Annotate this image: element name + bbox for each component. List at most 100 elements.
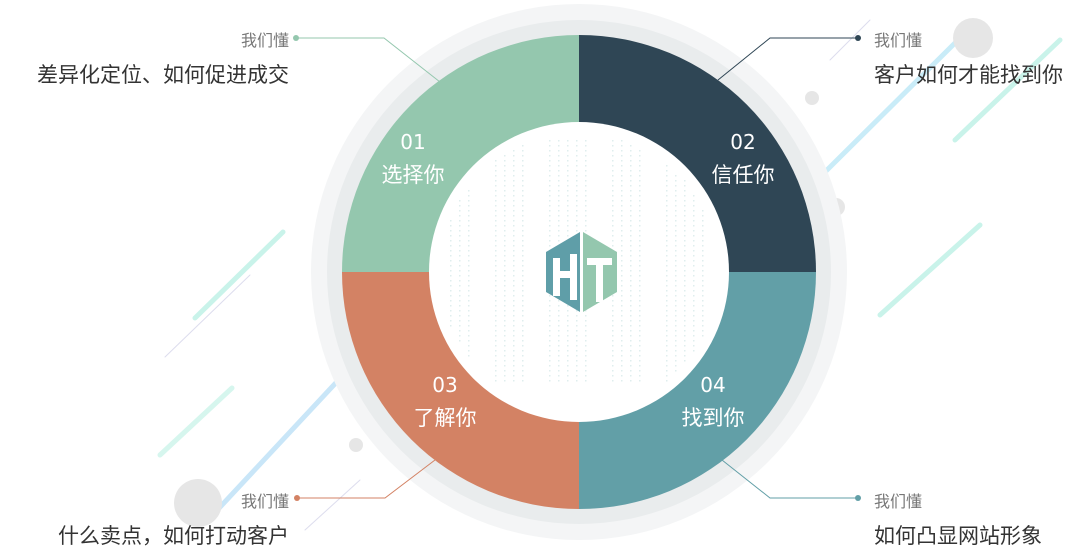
pattern-dot [495,185,497,187]
pattern-dot [504,370,506,372]
pattern-dot [621,210,623,212]
pattern-dot [621,270,623,272]
pattern-dot [558,160,560,162]
pattern-dot [522,305,524,307]
pattern-dot [702,275,704,277]
pattern-dot [522,195,524,197]
pattern-dot [522,310,524,312]
pattern-dot [684,265,686,267]
pattern-dot [675,340,677,342]
pattern-dot [522,205,524,207]
pattern-dot [513,335,515,337]
pattern-dot [666,260,668,262]
pattern-dot [495,340,497,342]
pattern-dot [675,180,677,182]
leader-line-01 [296,37,441,83]
pattern-dot [666,275,668,277]
pattern-dot [468,265,470,267]
pattern-dot [522,225,524,227]
pattern-dot [639,335,641,337]
pattern-dot [684,260,686,262]
pattern-dot [621,185,623,187]
pattern-dot [666,365,668,367]
pattern-dot [504,355,506,357]
pattern-dot [558,150,560,152]
pattern-dot [612,170,614,172]
pattern-dot [558,215,560,217]
pattern-dot [522,155,524,157]
pattern-dot [675,285,677,287]
pattern-dot [495,175,497,177]
pattern-dot [495,355,497,357]
pattern-dot [612,210,614,212]
pattern-dot [612,185,614,187]
pattern-dot [675,305,677,307]
pattern-dot [468,235,470,237]
pattern-dot [513,315,515,317]
pattern-dot [630,280,632,282]
pattern-dot [630,315,632,317]
pattern-dot [495,300,497,302]
pattern-dot [639,360,641,362]
pattern-dot [639,200,641,202]
segment-02-number: 02 [730,130,755,154]
pattern-dot [675,215,677,217]
pattern-dot [630,245,632,247]
pattern-dot [522,230,524,232]
pattern-dot [567,200,569,202]
pattern-dot [567,195,569,197]
pattern-dot [621,340,623,342]
pattern-dot [450,300,452,302]
pattern-dot [621,295,623,297]
pattern-dot [702,325,704,327]
pattern-dot [495,370,497,372]
pattern-dot [639,240,641,242]
pattern-dot [693,255,695,257]
pattern-dot [450,275,452,277]
pattern-dot [612,300,614,302]
pattern-dot [639,355,641,357]
pattern-dot [513,160,515,162]
pattern-dot [585,335,587,337]
pattern-dot [576,170,578,172]
pattern-dot [612,380,614,382]
pattern-dot [693,260,695,262]
pattern-dot [576,190,578,192]
pattern-dot [621,325,623,327]
pattern-dot [576,340,578,342]
pattern-dot [513,180,515,182]
pattern-dot [504,365,506,367]
pattern-dot [684,240,686,242]
pattern-dot [621,380,623,382]
leader-line-03 [297,459,436,499]
pattern-dot [621,150,623,152]
pattern-dot [558,195,560,197]
pattern-dot [567,380,569,382]
pattern-dot [585,140,587,142]
pattern-dot [666,255,668,257]
pattern-dot [666,240,668,242]
pattern-dot [450,270,452,272]
pattern-dot [468,215,470,217]
pattern-dot [675,260,677,262]
pattern-dot [567,160,569,162]
pattern-dot [621,375,623,377]
pattern-dot [513,170,515,172]
pattern-dot [549,335,551,337]
pattern-dot [576,325,578,327]
pattern-dot [558,225,560,227]
pattern-dot [585,180,587,182]
pattern-dot [639,250,641,252]
pattern-dot [513,185,515,187]
pattern-dot [504,170,506,172]
pattern-dot [450,265,452,267]
pattern-dot [639,280,641,282]
pattern-dot [459,250,461,252]
pattern-dot [585,155,587,157]
pattern-dot [612,190,614,192]
pattern-dot [450,255,452,257]
pattern-dot [549,355,551,357]
pattern-dot [567,360,569,362]
pattern-dot [684,275,686,277]
pattern-dot [612,220,614,222]
